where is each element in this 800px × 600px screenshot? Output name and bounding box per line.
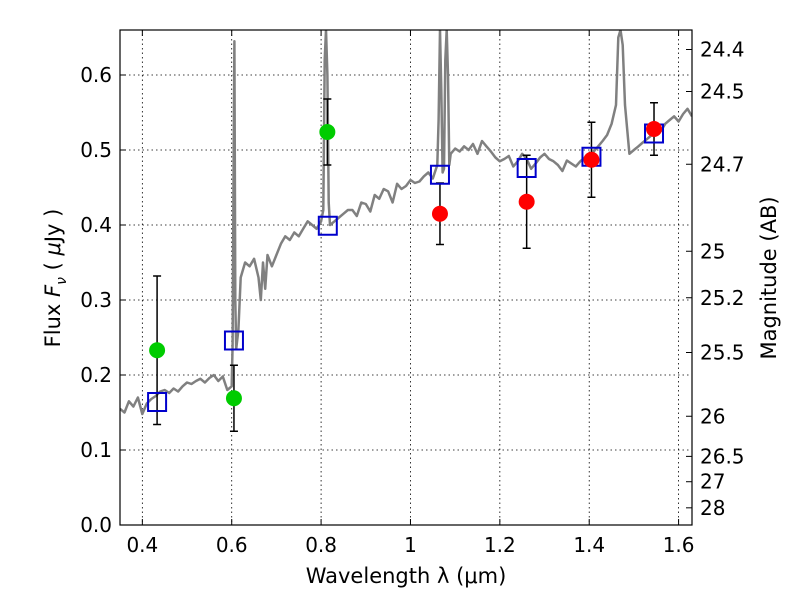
model-photometry-marker xyxy=(317,215,338,236)
observed-flux-marker xyxy=(646,121,663,137)
plot-area-background xyxy=(120,30,692,525)
y2-tick-label: 27 xyxy=(700,470,725,494)
x-tick-label: 1.4 xyxy=(573,533,605,557)
y2-tick-label: 28 xyxy=(700,496,725,520)
y-tick-label: 0.5 xyxy=(80,138,112,162)
y2-tick-label: 25.5 xyxy=(700,341,745,365)
y2-tick-label: 25 xyxy=(700,239,725,263)
y2-tick-label: 24.7 xyxy=(700,152,745,176)
observed-flux-marker xyxy=(149,342,166,359)
markers xyxy=(147,121,665,412)
axis-tick-labels: 0.4 0.6 0.8 1 1.2 1.4 1.6 0.0 0.1 0.2 0.3 0.4 0.5 0.6… xyxy=(80,38,744,558)
y2-tick-label: 24.4 xyxy=(700,38,745,62)
y-tick-label: 0.1 xyxy=(80,438,112,462)
model-photometry-marker xyxy=(516,158,537,178)
model-photometry-marker xyxy=(147,392,168,412)
y-tick-label: 0.0 xyxy=(80,513,112,537)
y-tick-label: 0.2 xyxy=(80,363,112,387)
observed-flux-marker xyxy=(583,151,600,168)
x-axis-label: Wavelength λ (μm) xyxy=(306,564,507,588)
x-tick-label: 1 xyxy=(404,533,417,557)
x-tick-label: 0.8 xyxy=(305,533,337,557)
x-tick-label: 1.2 xyxy=(484,533,516,557)
y-tick-label: 0.3 xyxy=(80,288,112,312)
y2-tick-label: 26.5 xyxy=(700,444,745,468)
x-tick-label: 0.4 xyxy=(126,533,158,557)
axis-ticks xyxy=(120,30,692,526)
x-tick-label: 0.6 xyxy=(216,533,248,557)
y-axis-label: Flux Fν ( μJy ) xyxy=(41,209,70,348)
observed-flux-marker xyxy=(319,124,336,140)
x-tick-label: 1.6 xyxy=(663,533,695,557)
observed-flux-marker xyxy=(431,205,448,222)
plot-frame xyxy=(119,29,693,526)
model-photometry-marker xyxy=(223,330,244,351)
observed-flux-marker xyxy=(225,390,242,407)
observed-flux-marker xyxy=(518,193,535,210)
y-tick-label: 0.6 xyxy=(80,63,112,87)
y2-tick-label: 25.2 xyxy=(700,286,745,310)
y2-axis-label: Magnitude (AB) xyxy=(757,196,781,359)
y2-tick-label: 24.5 xyxy=(700,80,745,104)
y2-tick-label: 26 xyxy=(700,404,725,428)
y-tick-label: 0.4 xyxy=(80,213,112,237)
model-photometry-marker xyxy=(429,164,450,185)
